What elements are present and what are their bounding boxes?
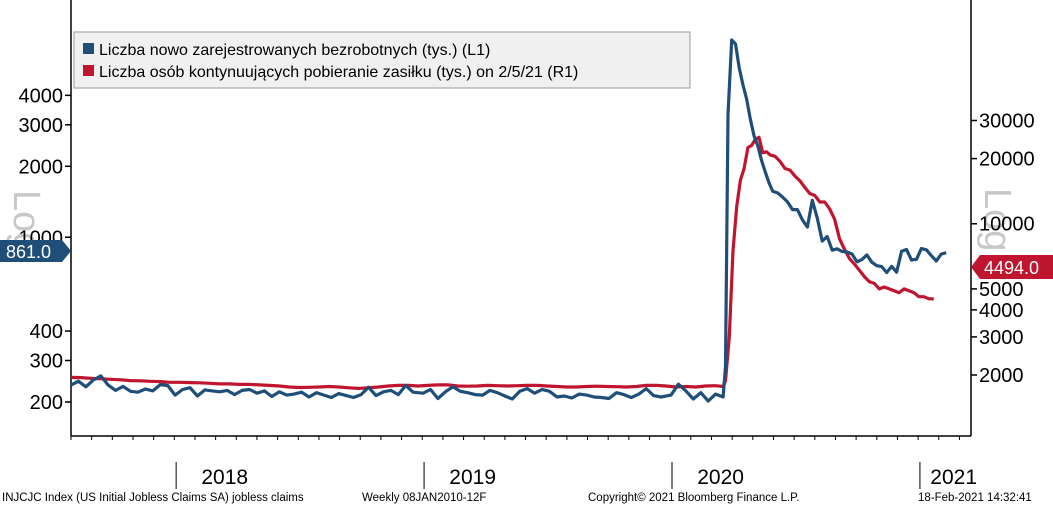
x-year-label: 2021: [930, 466, 977, 489]
x-year-label: 2018: [201, 466, 248, 489]
legend-label-continuing-claims: Liczba osób kontynuujących pobieranie za…: [99, 64, 578, 81]
right-last-value-marker: [971, 255, 1053, 279]
left-last-value-label: 861.0: [6, 242, 51, 262]
left-tick-label: 2000: [19, 156, 64, 178]
x-year-label: 2019: [449, 466, 496, 489]
left-tick-label: 3000: [19, 115, 64, 137]
footer-index-text: INJCJC Index (US Initial Jobless Claims …: [2, 492, 304, 504]
legend-box: [73, 31, 691, 89]
footer-timestamp-text: 18-Feb-2021 14:32:41: [918, 492, 1032, 504]
left-tick-label: 200: [30, 392, 63, 414]
right-tick-label: 30000: [979, 110, 1035, 132]
right-tick-label: 4000: [979, 300, 1024, 322]
right-tick-label: 2000: [979, 365, 1024, 387]
footer-frequency-text: Weekly 08JAN2010-12F: [362, 492, 486, 504]
right-tick-label: 20000: [979, 149, 1035, 171]
right-tick-label: 3000: [979, 327, 1024, 349]
series-lines: [70, 38, 947, 403]
right-tick-label: 10000: [979, 214, 1035, 236]
footer-copyright-text: Copyright© 2021 Bloomberg Finance L.P.: [588, 492, 800, 504]
x-axis-labels: 2018 2019 2020 2021: [201, 466, 977, 489]
left-last-value-tag: 861.0: [0, 240, 71, 262]
left-tick-label: 300: [30, 350, 63, 372]
series-line-continuing-claims: [70, 135, 934, 390]
left-last-value-marker: [0, 240, 71, 262]
legend: Liczba nowo zarejestrowanych bezrobotnyc…: [73, 31, 691, 89]
x-year-label: 2020: [697, 466, 744, 489]
legend-swatch-continuing-claims: [83, 65, 94, 76]
left-tick-label: 400: [30, 321, 63, 343]
legend-label-initial-claims: Liczba nowo zarejestrowanych bezrobotnyc…: [99, 42, 490, 59]
x-axis-ticks: [70, 436, 960, 489]
left-tick-label: 4000: [19, 85, 64, 107]
right-last-value-label: 4494.0: [984, 258, 1039, 278]
right-last-value-tag: 4494.0: [971, 255, 1053, 279]
series-line-initial-claims: [70, 38, 947, 403]
right-tick-label: 5000: [979, 279, 1024, 301]
right-log-watermark: Log: [976, 188, 1018, 251]
legend-swatch-initial-claims: [83, 43, 94, 54]
